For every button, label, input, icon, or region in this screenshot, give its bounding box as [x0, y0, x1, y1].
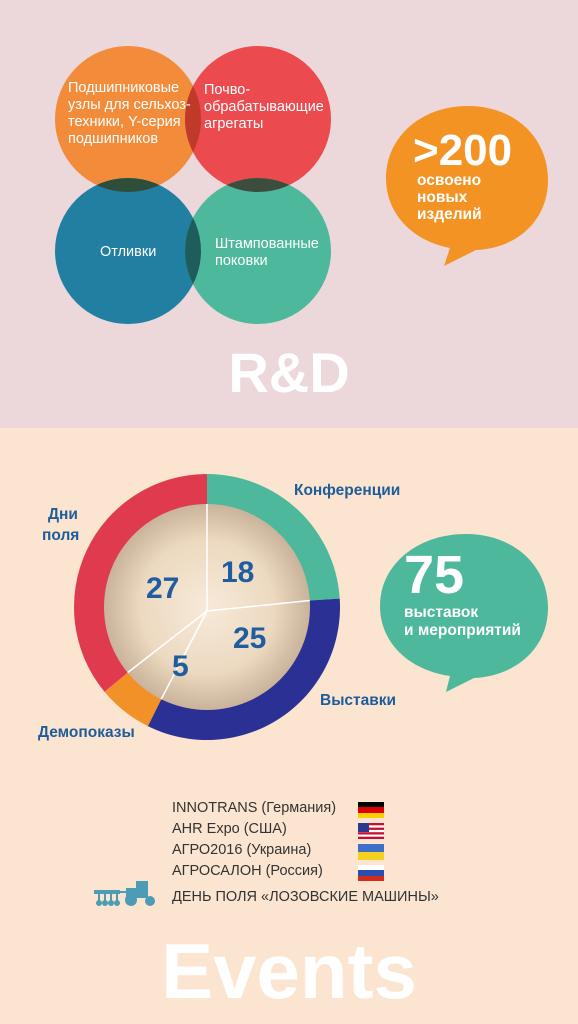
- label-polya: поля: [42, 527, 80, 544]
- russia-flag-icon: [358, 865, 384, 881]
- event-item-agro2016: АГРО2016 (Украина): [172, 842, 312, 858]
- slice-value-dni-polya: 27: [146, 572, 180, 605]
- donut-divider-line: [160, 610, 208, 700]
- venn-text-bearings: Подшипниковые узлы для сельхоз-техники, …: [68, 80, 191, 147]
- rd-title: R&D: [228, 341, 350, 404]
- events-callout-line1: выставок: [404, 604, 479, 621]
- venn-text-soil: Почво-обрабатывающие агрегаты: [204, 82, 324, 132]
- events-callout-line2: и мероприятий: [404, 622, 521, 639]
- germany-flag-icon: [358, 802, 384, 818]
- slice-value-exhibitions: 25: [233, 622, 267, 655]
- callout-bubble-green: [380, 534, 548, 692]
- venn-circle-castings: [55, 178, 201, 324]
- events-section: 27 18 25 5 Конференции Выставки Демопока…: [0, 428, 578, 1024]
- venn-circle-forgings: [185, 178, 331, 324]
- label-demos: Демопоказы: [38, 724, 135, 741]
- callout-line3: изделий: [417, 206, 482, 223]
- callout-number: >200: [413, 126, 513, 175]
- callout-bubble-orange: [386, 106, 548, 266]
- events-donut-chart: [73, 474, 340, 740]
- venn-text-castings: Отливки: [100, 244, 157, 260]
- event-item-ahr: AHR Expo (США): [172, 821, 287, 837]
- event-item-agrosalon: АГРОСАЛОН (Россия): [172, 863, 323, 879]
- event-item-field-day: ДЕНЬ ПОЛЯ «ЛОЗОВСКИЕ МАШИНЫ»: [172, 889, 439, 905]
- callout-line2: новых: [417, 189, 468, 206]
- venn-diagram: [55, 46, 331, 324]
- donut-divider-line: [206, 599, 310, 612]
- events-callout-number: 75: [404, 545, 465, 605]
- label-conferences: Конференции: [294, 482, 401, 499]
- event-item-innotrans: INNOTRANS (Германия): [172, 800, 337, 816]
- tractor-icon: [94, 881, 155, 906]
- rd-section: Подшипниковые узлы для сельхоз-техники, …: [0, 0, 578, 428]
- ukraine-flag-icon: [358, 844, 384, 860]
- label-exhibitions: Выставки: [320, 692, 397, 709]
- venn-text-forgings: Штампованные поковки: [215, 236, 319, 269]
- donut-divider-line: [127, 610, 208, 674]
- slice-value-conferences: 18: [221, 556, 255, 589]
- callout-line1: освоено: [417, 172, 482, 189]
- slice-value-demos: 5: [172, 650, 189, 683]
- label-dni: Дни: [48, 506, 78, 523]
- venn-circle-bearings: [55, 46, 201, 192]
- usa-flag-icon: [358, 823, 384, 839]
- events-title: Events: [161, 927, 417, 1015]
- venn-circle-soil: [185, 46, 331, 192]
